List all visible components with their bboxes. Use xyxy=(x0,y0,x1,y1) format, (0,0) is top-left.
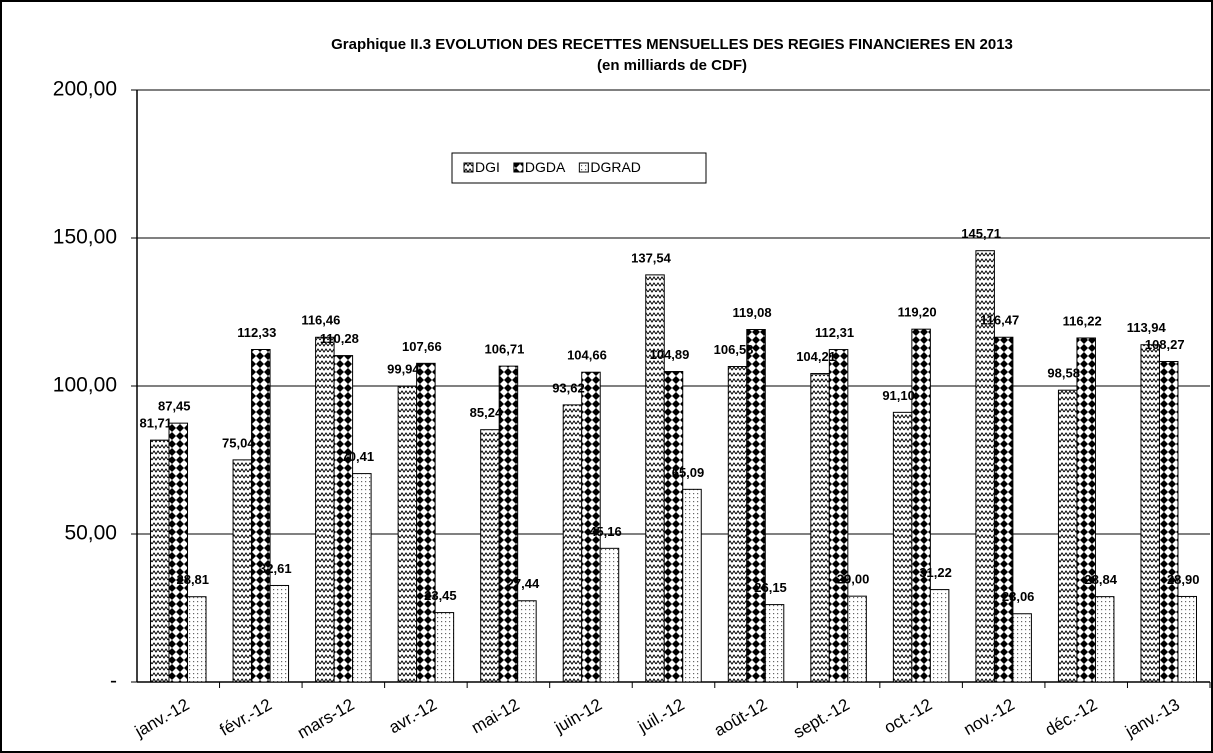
bar xyxy=(269,584,290,683)
data-label: 119,20 xyxy=(898,305,937,320)
bar xyxy=(232,459,253,683)
data-label: 106,71 xyxy=(485,342,525,357)
data-label: 104,66 xyxy=(567,348,607,363)
legend-label: DGRAD xyxy=(590,159,641,175)
bar xyxy=(892,411,913,683)
bar xyxy=(1177,595,1197,683)
data-label: 119,08 xyxy=(733,305,772,320)
bar xyxy=(727,366,748,683)
bar xyxy=(1140,344,1160,683)
y-tick-label: 50,00 xyxy=(64,522,117,545)
bar xyxy=(1057,389,1078,683)
data-label: 81,71 xyxy=(139,416,172,431)
data-label: 104,89 xyxy=(650,347,690,362)
legend-label: DGDA xyxy=(525,159,566,175)
y-tick-label: 150,00 xyxy=(53,226,117,249)
data-label: 28,90 xyxy=(1167,572,1200,587)
data-label: 91,10 xyxy=(882,388,915,403)
data-label: 87,45 xyxy=(158,399,191,414)
bar xyxy=(168,422,189,683)
bar xyxy=(498,365,519,683)
bar xyxy=(1094,596,1115,683)
legend-label: DGI xyxy=(475,159,500,175)
data-label: 116,47 xyxy=(980,313,1019,328)
bar xyxy=(599,547,620,683)
bar xyxy=(333,355,354,683)
bar xyxy=(764,604,785,683)
legend-swatch xyxy=(463,162,474,173)
bar xyxy=(746,329,766,683)
data-label: 116,22 xyxy=(1063,313,1102,328)
bar xyxy=(187,596,207,683)
data-label: 108,27 xyxy=(1145,337,1185,352)
bar xyxy=(251,349,271,683)
bar xyxy=(434,612,455,683)
chart-title: Graphique II.3 EVOLUTION DES RECETTES ME… xyxy=(331,36,1013,53)
data-label: 85,24 xyxy=(470,405,503,420)
bar xyxy=(645,274,665,683)
bar xyxy=(562,404,583,683)
bar xyxy=(929,589,950,683)
data-label: 93,62 xyxy=(552,380,585,395)
data-label: 28,84 xyxy=(1084,572,1117,587)
data-label: 31,22 xyxy=(919,565,952,580)
bar xyxy=(911,328,931,683)
data-label: 106,58 xyxy=(714,342,754,357)
bar xyxy=(581,371,601,683)
bar xyxy=(663,371,684,683)
data-label: 99,94 xyxy=(387,362,420,377)
data-label: 116,46 xyxy=(301,313,340,328)
data-label: 45,16 xyxy=(589,524,622,539)
bars xyxy=(150,250,1197,683)
legend-swatch xyxy=(513,162,524,173)
legend-swatch xyxy=(578,162,589,173)
bar xyxy=(828,349,849,683)
bar xyxy=(1076,337,1096,683)
bar xyxy=(480,429,500,683)
data-label: 65,09 xyxy=(672,465,705,480)
data-label: 23,45 xyxy=(424,588,457,603)
y-tick-label: - xyxy=(110,670,117,693)
bar xyxy=(315,336,335,683)
bar xyxy=(847,595,867,683)
data-label: 98,58 xyxy=(1047,366,1080,381)
data-label: 112,31 xyxy=(815,325,854,340)
data-label: 32,61 xyxy=(259,561,292,576)
data-label: 112,33 xyxy=(237,325,276,340)
data-label: 26,15 xyxy=(754,580,787,595)
data-label: 137,54 xyxy=(631,250,672,265)
data-label: 28,81 xyxy=(176,572,209,587)
bar xyxy=(150,439,170,683)
data-label: 23,06 xyxy=(1002,589,1035,604)
chart-subtitle: (en milliards de CDF) xyxy=(597,57,747,74)
data-label: 107,66 xyxy=(402,339,442,354)
data-label: 145,71 xyxy=(961,226,1001,241)
data-label: 104,21 xyxy=(796,349,836,364)
legend: DGI DGDA DGRAD xyxy=(463,159,641,175)
bar xyxy=(993,336,1014,683)
y-tick-label: 200,00 xyxy=(53,78,117,101)
bar xyxy=(1158,361,1179,683)
data-label: 70,41 xyxy=(342,449,375,464)
bar xyxy=(810,373,830,683)
bar xyxy=(397,385,418,683)
data-label: 27,44 xyxy=(507,576,540,591)
bar xyxy=(682,488,702,683)
bar xyxy=(1012,613,1032,683)
bar xyxy=(352,473,372,683)
data-label: 75,04 xyxy=(222,435,255,450)
bar xyxy=(517,600,537,683)
data-label: 29,00 xyxy=(837,572,870,587)
y-tick-label: 100,00 xyxy=(53,374,117,397)
data-label: 113,94 xyxy=(1127,320,1167,335)
data-label: 110,28 xyxy=(320,331,359,346)
bar xyxy=(416,362,436,683)
